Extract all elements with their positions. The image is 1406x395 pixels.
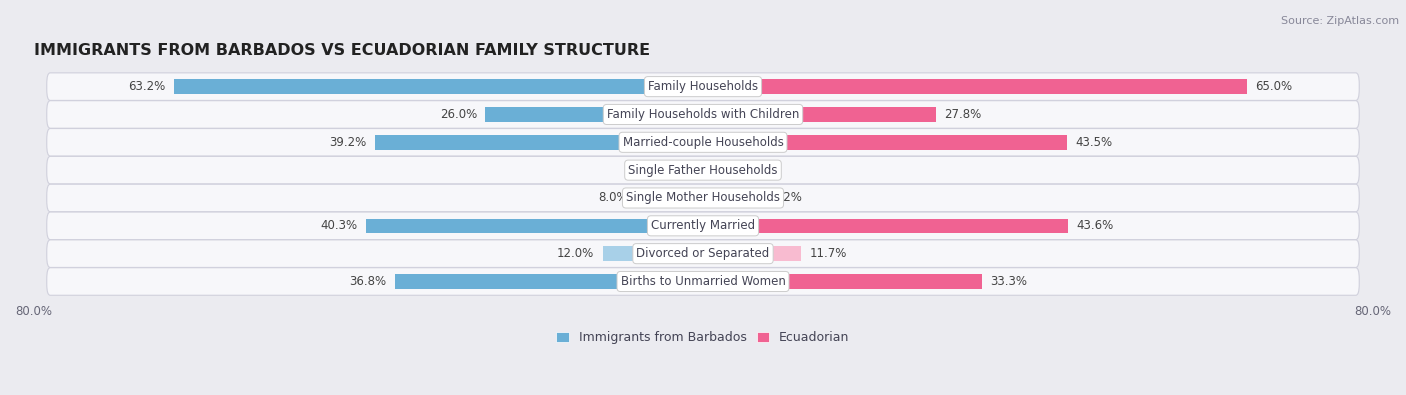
- Bar: [703, 218, 1069, 233]
- Bar: [703, 246, 801, 261]
- FancyBboxPatch shape: [46, 184, 1360, 212]
- Text: 12.0%: 12.0%: [557, 247, 595, 260]
- Text: 11.7%: 11.7%: [810, 247, 846, 260]
- Text: Births to Unmarried Women: Births to Unmarried Women: [620, 275, 786, 288]
- Text: Single Mother Households: Single Mother Households: [626, 192, 780, 205]
- Text: 2.4%: 2.4%: [731, 164, 761, 177]
- Text: Single Father Households: Single Father Households: [628, 164, 778, 177]
- Text: 2.2%: 2.2%: [647, 164, 676, 177]
- Text: 7.2%: 7.2%: [772, 192, 801, 205]
- Text: 33.3%: 33.3%: [990, 275, 1026, 288]
- Bar: [703, 107, 935, 122]
- Text: IMMIGRANTS FROM BARBADOS VS ECUADORIAN FAMILY STRUCTURE: IMMIGRANTS FROM BARBADOS VS ECUADORIAN F…: [34, 43, 650, 58]
- FancyBboxPatch shape: [46, 128, 1360, 156]
- Text: 63.2%: 63.2%: [128, 80, 166, 93]
- Text: 39.2%: 39.2%: [329, 136, 367, 149]
- Text: Source: ZipAtlas.com: Source: ZipAtlas.com: [1281, 16, 1399, 26]
- Bar: [603, 246, 703, 261]
- Text: 26.0%: 26.0%: [440, 108, 477, 121]
- Bar: [485, 107, 703, 122]
- Text: 43.6%: 43.6%: [1076, 219, 1114, 232]
- Text: 36.8%: 36.8%: [350, 275, 387, 288]
- Bar: [636, 191, 703, 205]
- Text: Divorced or Separated: Divorced or Separated: [637, 247, 769, 260]
- Text: Married-couple Households: Married-couple Households: [623, 136, 783, 149]
- Bar: [703, 135, 1067, 150]
- FancyBboxPatch shape: [46, 268, 1360, 295]
- FancyBboxPatch shape: [46, 212, 1360, 240]
- Bar: [703, 274, 981, 289]
- Bar: [703, 163, 723, 177]
- Text: Currently Married: Currently Married: [651, 219, 755, 232]
- Text: 8.0%: 8.0%: [598, 192, 627, 205]
- Text: Family Households with Children: Family Households with Children: [607, 108, 799, 121]
- Bar: [703, 79, 1247, 94]
- Legend: Immigrants from Barbados, Ecuadorian: Immigrants from Barbados, Ecuadorian: [557, 331, 849, 344]
- Text: 43.5%: 43.5%: [1076, 136, 1112, 149]
- FancyBboxPatch shape: [46, 240, 1360, 267]
- Bar: [375, 135, 703, 150]
- FancyBboxPatch shape: [46, 156, 1360, 184]
- Text: 27.8%: 27.8%: [943, 108, 981, 121]
- Text: 40.3%: 40.3%: [321, 219, 357, 232]
- FancyBboxPatch shape: [46, 73, 1360, 100]
- Bar: [703, 191, 763, 205]
- Bar: [685, 163, 703, 177]
- Text: 65.0%: 65.0%: [1256, 80, 1292, 93]
- Bar: [174, 79, 703, 94]
- Text: Family Households: Family Households: [648, 80, 758, 93]
- Bar: [395, 274, 703, 289]
- FancyBboxPatch shape: [46, 101, 1360, 128]
- Bar: [366, 218, 703, 233]
